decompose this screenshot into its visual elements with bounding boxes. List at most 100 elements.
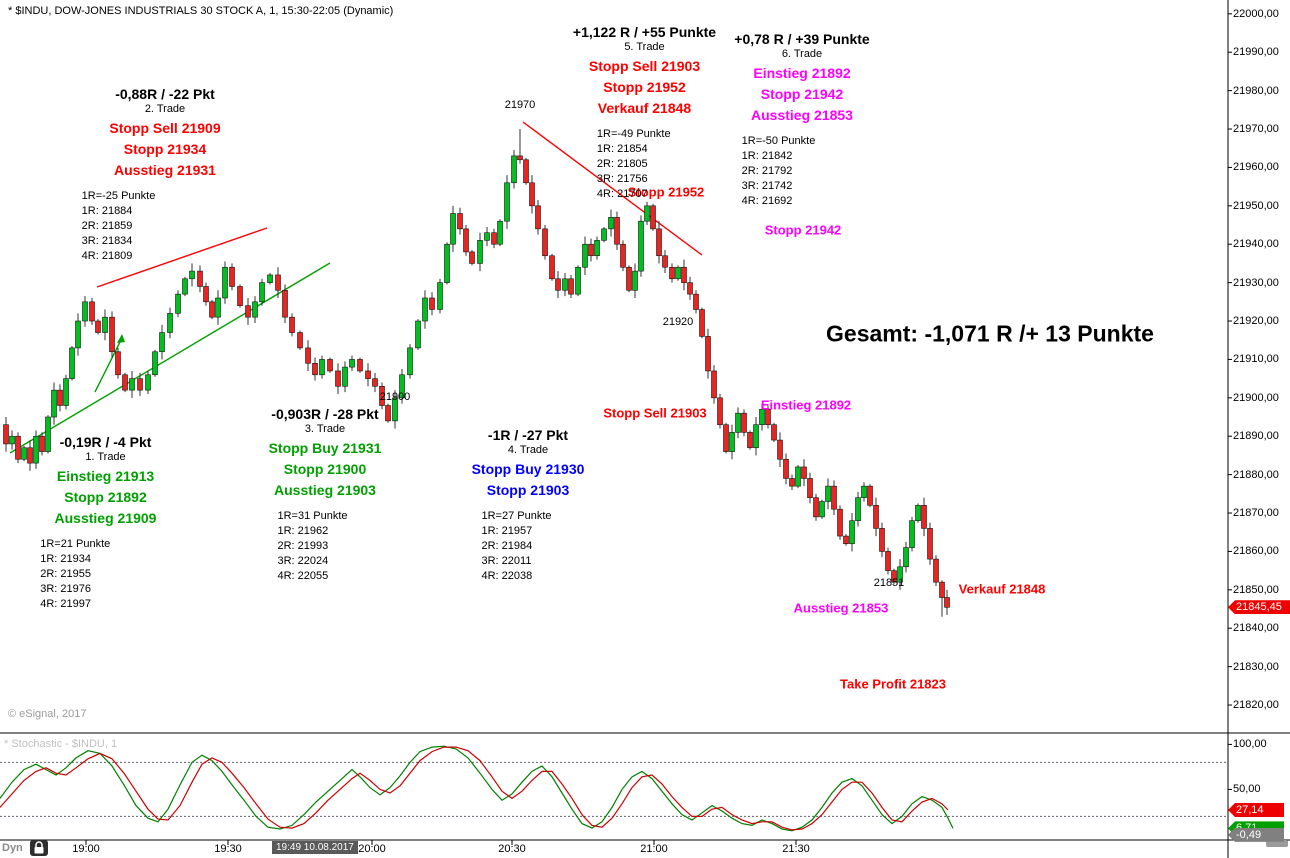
candle-body [245, 305, 251, 318]
candle-body [729, 432, 735, 452]
candle-body [203, 286, 209, 303]
trade-signal-label: Ausstieg 21853 [793, 600, 889, 616]
candle-body [741, 412, 747, 433]
corner-resize-grip[interactable] [1266, 840, 1288, 847]
time-axis-label: 20:30 [498, 843, 526, 855]
price-axis-label: 21940,00 [1233, 238, 1279, 251]
price-axis-label: 21880,00 [1233, 468, 1279, 481]
candle-body [783, 458, 789, 479]
candle-body [3, 424, 9, 445]
candle-body [75, 320, 81, 349]
candle-body [855, 497, 861, 522]
trade-result: -0,19R / -4 Pkt [59, 434, 152, 450]
trade-signal: Stopp 21903 [486, 482, 570, 498]
candle-body [662, 255, 668, 268]
candle-body [650, 205, 656, 230]
candle-body [222, 266, 228, 299]
candle-body [915, 505, 921, 522]
up-arrow-head [117, 334, 125, 343]
price-axis-label: 21860,00 [1233, 545, 1279, 558]
candle-body [555, 278, 561, 291]
price-axis-label: 21980,00 [1233, 84, 1279, 97]
trade-name: 1. Trade [85, 451, 126, 463]
candle-body [594, 240, 600, 257]
candle-body [491, 232, 497, 245]
candle-body [82, 301, 88, 322]
lock-icon[interactable] [30, 840, 48, 856]
last-price-tag: 21845,45 [1228, 600, 1290, 615]
candle-body [463, 228, 469, 253]
candle-body [789, 478, 795, 487]
trade-name: 6. Trade [781, 48, 823, 60]
candle-body [562, 278, 568, 291]
copyright-notice: © eSignal, 2017 [8, 708, 87, 720]
candle-body [759, 409, 765, 426]
price-axis-label: 21970,00 [1233, 123, 1279, 136]
candle-body [861, 485, 867, 498]
candle-body [711, 370, 717, 399]
stoch-value-tag: 27,14 [1228, 802, 1284, 817]
trade-signal-label: Stopp Sell 21903 [603, 405, 707, 421]
trade-signal: Stopp Buy 21930 [471, 461, 585, 477]
candle-body [608, 217, 614, 230]
trade-result: +1,122 R / +55 Punkte [572, 24, 717, 40]
candle-body [45, 416, 51, 452]
trade-signal: Ausstieg 21903 [274, 482, 376, 498]
trade-name: 5. Trade [624, 41, 665, 53]
candle-body [693, 293, 699, 310]
candle-body [312, 362, 318, 376]
candle-body [252, 301, 258, 318]
trade-block-3: -0,903R / -28 Pkt 3. Trade Stopp Buy 21931… [225, 406, 425, 584]
candle-body [717, 397, 723, 426]
time-axis-area[interactable] [50, 840, 1228, 858]
candle-body [197, 270, 203, 287]
time-axis-label: 19:30 [214, 843, 242, 855]
candle-body [379, 386, 385, 406]
candle-body [933, 558, 939, 583]
candle-body [450, 213, 456, 245]
price-axis-label: 22000,00 [1233, 7, 1279, 20]
candle-body [831, 485, 837, 510]
candle-body [437, 282, 443, 310]
trade-result: -1R / -27 Pkt [487, 427, 569, 443]
candle-body [699, 309, 705, 337]
candle-body [429, 297, 435, 310]
candle-body [813, 497, 819, 518]
candle-body [129, 378, 135, 391]
candle-body [51, 389, 57, 418]
candle-body [357, 359, 363, 372]
time-cursor-tooltip: 19:49 10.08.2017 [272, 841, 358, 854]
trade-signal: Stopp Buy 21931 [268, 440, 382, 456]
candle-body [365, 370, 371, 379]
candle-body [57, 389, 63, 406]
time-axis-label: 21:30 [782, 843, 810, 855]
candle-body [529, 182, 535, 207]
candle-body [753, 424, 759, 449]
candle-body [687, 282, 693, 295]
candle-body [237, 286, 243, 306]
candle-body [385, 405, 391, 422]
stoch-axis-label: 100,00 [1233, 738, 1267, 751]
candle-body [122, 374, 128, 391]
candle-body [735, 412, 741, 433]
candle-body [95, 320, 101, 333]
price-axis-area[interactable] [1228, 0, 1290, 838]
price-level-label: 21970 [504, 99, 536, 111]
trade-signal-label: Stopp 21942 [764, 222, 842, 238]
candle-body [801, 466, 807, 479]
price-axis-label: 21840,00 [1233, 622, 1279, 635]
trade-block-6: +0,78 R / +39 Punkte 6. Trade Einstieg 218… [702, 31, 902, 209]
candle-body [849, 520, 855, 545]
candle-body [843, 535, 849, 545]
candle-body [601, 228, 607, 241]
candle-body [638, 220, 644, 272]
dynamic-session-button[interactable]: Dyn [2, 842, 23, 854]
candle-body [723, 424, 729, 452]
trade-signal: Stopp 21900 [283, 461, 367, 477]
trade-signal-label: Take Profit 21823 [840, 676, 946, 692]
candle-body [873, 505, 879, 529]
price-axis-label: 21850,00 [1233, 583, 1279, 596]
trade-result: -0,88R / -22 Pkt [115, 86, 215, 102]
candle-body [807, 478, 813, 498]
